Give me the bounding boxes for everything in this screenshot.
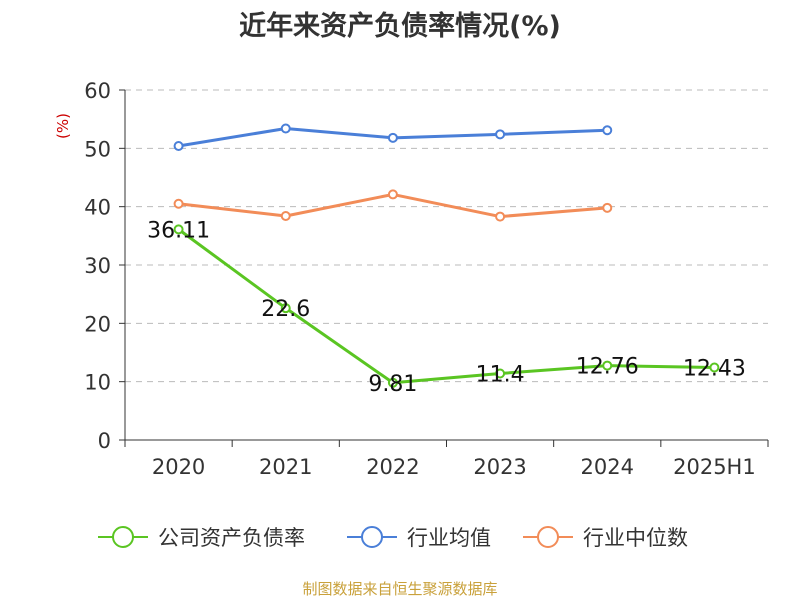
source-watermark: 制图数据来自恒生聚源数据库	[302, 580, 498, 598]
legend-label: 行业均值	[407, 526, 491, 550]
legend-swatch-marker	[361, 526, 383, 548]
x-tick-label: 2023	[473, 455, 526, 479]
data-label: 12.76	[576, 355, 639, 380]
legend-label: 公司资产负债率	[158, 526, 305, 550]
data-point	[280, 211, 291, 221]
data-point	[173, 224, 184, 235]
x-tick-label: 2022	[366, 455, 419, 479]
y-tick-label: 20	[84, 312, 111, 336]
data-point	[495, 129, 506, 140]
y-tick-label: 50	[84, 137, 111, 161]
y-tick-label: 40	[84, 196, 111, 220]
data-point	[173, 198, 184, 209]
data-point	[602, 360, 613, 371]
legend-swatch-marker	[112, 526, 134, 548]
x-tick-label: 2020	[152, 455, 205, 479]
data-label: 12.43	[683, 356, 746, 381]
y-tick-label: 0	[98, 429, 111, 453]
data-point	[495, 368, 506, 379]
data-point	[173, 141, 184, 151]
data-point	[709, 362, 720, 373]
data-point	[387, 377, 398, 388]
y-tick-label: 30	[84, 254, 111, 278]
data-point	[387, 189, 398, 200]
y-axis-label: (%)	[54, 113, 72, 139]
legend-swatch-marker	[537, 526, 559, 548]
data-label: 36.11	[147, 218, 210, 243]
data-point	[495, 211, 506, 222]
data-label: 22.6	[261, 297, 310, 322]
series-line-0	[177, 228, 715, 385]
data-point	[387, 132, 398, 143]
y-tick-label: 10	[84, 371, 111, 395]
y-tick-label: 60	[84, 79, 111, 103]
legend-label: 行业中位数	[583, 526, 688, 550]
x-tick-label: 2024	[581, 455, 634, 479]
x-tick-label: 2025H1	[673, 455, 756, 479]
data-point	[602, 202, 613, 213]
x-tick-label: 2021	[259, 455, 312, 479]
data-label: 9.81	[368, 372, 417, 397]
data-point	[280, 123, 291, 134]
data-point	[280, 303, 291, 314]
data-point	[602, 125, 613, 136]
data-label: 11.4	[476, 363, 525, 388]
chart-title: 近年来资产负债率情况(%)	[239, 11, 561, 42]
